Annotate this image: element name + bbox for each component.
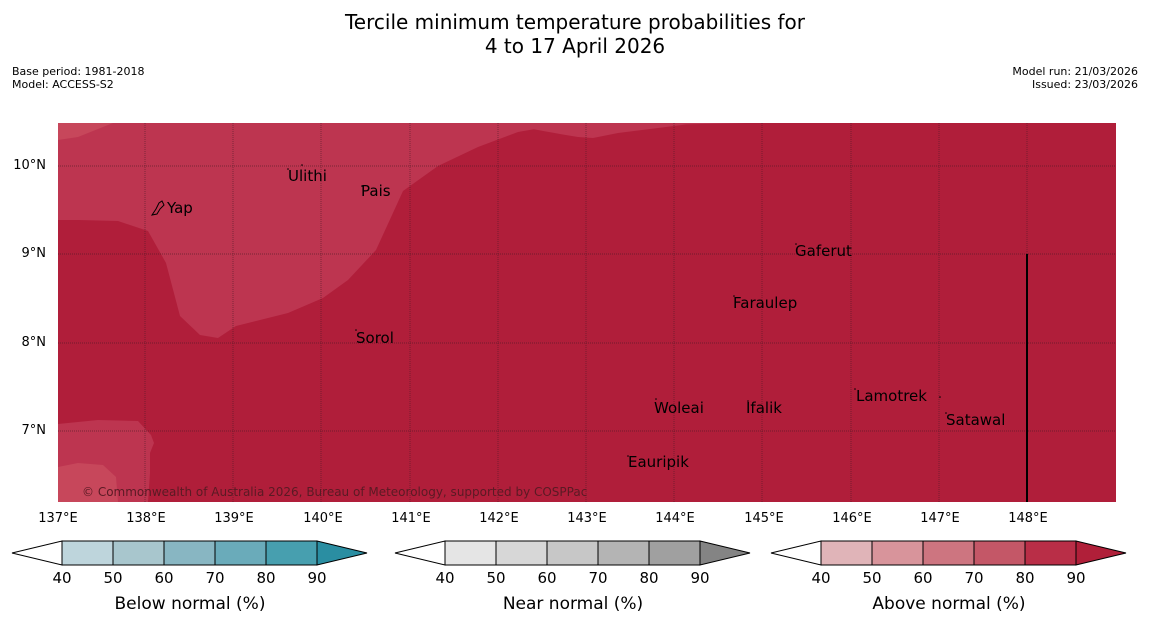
legend-swatch [112, 540, 165, 566]
legend-tick: 90 [307, 569, 327, 587]
legend-swatch [394, 540, 446, 566]
place-label: Sorol [356, 329, 394, 347]
legend-below-normal: 40 50 60 70 80 90 Below normal (%) [10, 540, 370, 630]
region-lower-probability [58, 123, 748, 338]
lon-label: 140°E [303, 511, 343, 526]
legend-near-normal: 40 50 60 70 80 90 Near normal (%) [393, 540, 753, 630]
legend-tick: 70 [205, 569, 225, 587]
lon-label: 144°E [655, 511, 695, 526]
lat-label: 7°N [21, 423, 47, 438]
lat-label: 8°N [21, 335, 47, 350]
legend-title: Above normal (%) [872, 594, 1026, 614]
legend-swatch [61, 540, 114, 566]
map-title: Tercile minimum temperature probabilitie… [0, 10, 1150, 58]
yap-island-shape [150, 200, 165, 216]
lon-label: 145°E [744, 511, 784, 526]
legend-tick: 60 [154, 569, 174, 587]
place-label: Ifalik [746, 399, 782, 417]
legend-swatch [973, 540, 1026, 566]
place-label: Satawal [946, 411, 1006, 429]
base-period: Base period: 1981-2018 [12, 65, 145, 78]
lon-label: 138°E [126, 511, 166, 526]
legend-tick: 80 [639, 569, 659, 587]
issued-date: Issued: 23/03/2026 [1031, 78, 1138, 91]
legend-swatch [597, 540, 650, 566]
legend-swatch [495, 540, 548, 566]
legend-tick: 40 [435, 569, 455, 587]
lon-label: 137°E [38, 511, 78, 526]
model-info: Base period: 1981-2018 Model: ACCESS-S2 [12, 65, 144, 91]
region-lowest-probability-south [58, 463, 118, 502]
legend-swatch [444, 540, 497, 566]
lon-label: 146°E [832, 511, 872, 526]
place-label: Woleai [654, 399, 704, 417]
legend-swatch [546, 540, 599, 566]
lat-label: 10°N [13, 158, 46, 173]
title-line-1: Tercile minimum temperature probabilitie… [344, 10, 806, 34]
region-lowest-probability [58, 123, 113, 140]
island-markers [287, 164, 947, 457]
model-name: Model: ACCESS-S2 [12, 78, 114, 91]
place-label: Lamotrek [856, 387, 927, 405]
legend-tick: 40 [52, 569, 72, 587]
legend-title: Below normal (%) [114, 594, 266, 614]
legend-swatch [265, 540, 318, 566]
title-line-2: 4 to 17 April 2026 [484, 34, 666, 58]
lon-label: 141°E [391, 511, 431, 526]
legend-swatch [1075, 540, 1127, 566]
legend-tick: 50 [486, 569, 506, 587]
place-label: Ulithi [288, 167, 327, 185]
lon-label: 139°E [214, 511, 254, 526]
place-label: Gaferut [795, 242, 852, 260]
legend-tick: 90 [1066, 569, 1086, 587]
legend-tick: 40 [811, 569, 831, 587]
legend-swatch [214, 540, 267, 566]
lon-label: 143°E [567, 511, 607, 526]
legend-tick: 60 [913, 569, 933, 587]
legend-tick: 70 [588, 569, 608, 587]
place-label: Yap [167, 199, 193, 217]
legend-tick: 80 [256, 569, 276, 587]
region-lower-probability-south [58, 420, 154, 502]
map-gridlines [58, 123, 1116, 502]
place-label: Pais [361, 182, 391, 200]
probability-map [58, 123, 1116, 502]
place-label: Eauripik [628, 453, 689, 471]
lon-label: 148°E [1008, 511, 1048, 526]
model-run: Model run: 21/03/2026 [1012, 65, 1138, 78]
legend-swatch [871, 540, 924, 566]
legend-swatch [163, 540, 216, 566]
legend-swatch [770, 540, 822, 566]
legend-tick: 60 [537, 569, 557, 587]
legend-swatch [922, 540, 975, 566]
legend-tick: 70 [964, 569, 984, 587]
legend-swatch [648, 540, 701, 566]
legend-swatch [11, 540, 63, 566]
legend-title: Near normal (%) [502, 594, 644, 614]
legend-above-normal: 40 50 60 70 80 90 Above normal (%) [769, 540, 1129, 630]
legend-tick: 80 [1015, 569, 1035, 587]
run-info: Model run: 21/03/2026 Issued: 23/03/2026 [1012, 65, 1138, 91]
legend-swatch [1024, 540, 1077, 566]
place-label: Faraulep [733, 294, 798, 312]
lat-label: 9°N [21, 246, 47, 261]
copyright-notice: © Commonwealth of Australia 2026, Bureau… [82, 485, 588, 499]
lon-label: 142°E [479, 511, 519, 526]
lon-label: 147°E [920, 511, 960, 526]
legend-tick: 50 [103, 569, 123, 587]
legend-swatch [820, 540, 873, 566]
legend-tick: 50 [862, 569, 882, 587]
legend-swatch [316, 540, 368, 566]
legend-swatch [699, 540, 751, 566]
legend-tick: 90 [690, 569, 710, 587]
